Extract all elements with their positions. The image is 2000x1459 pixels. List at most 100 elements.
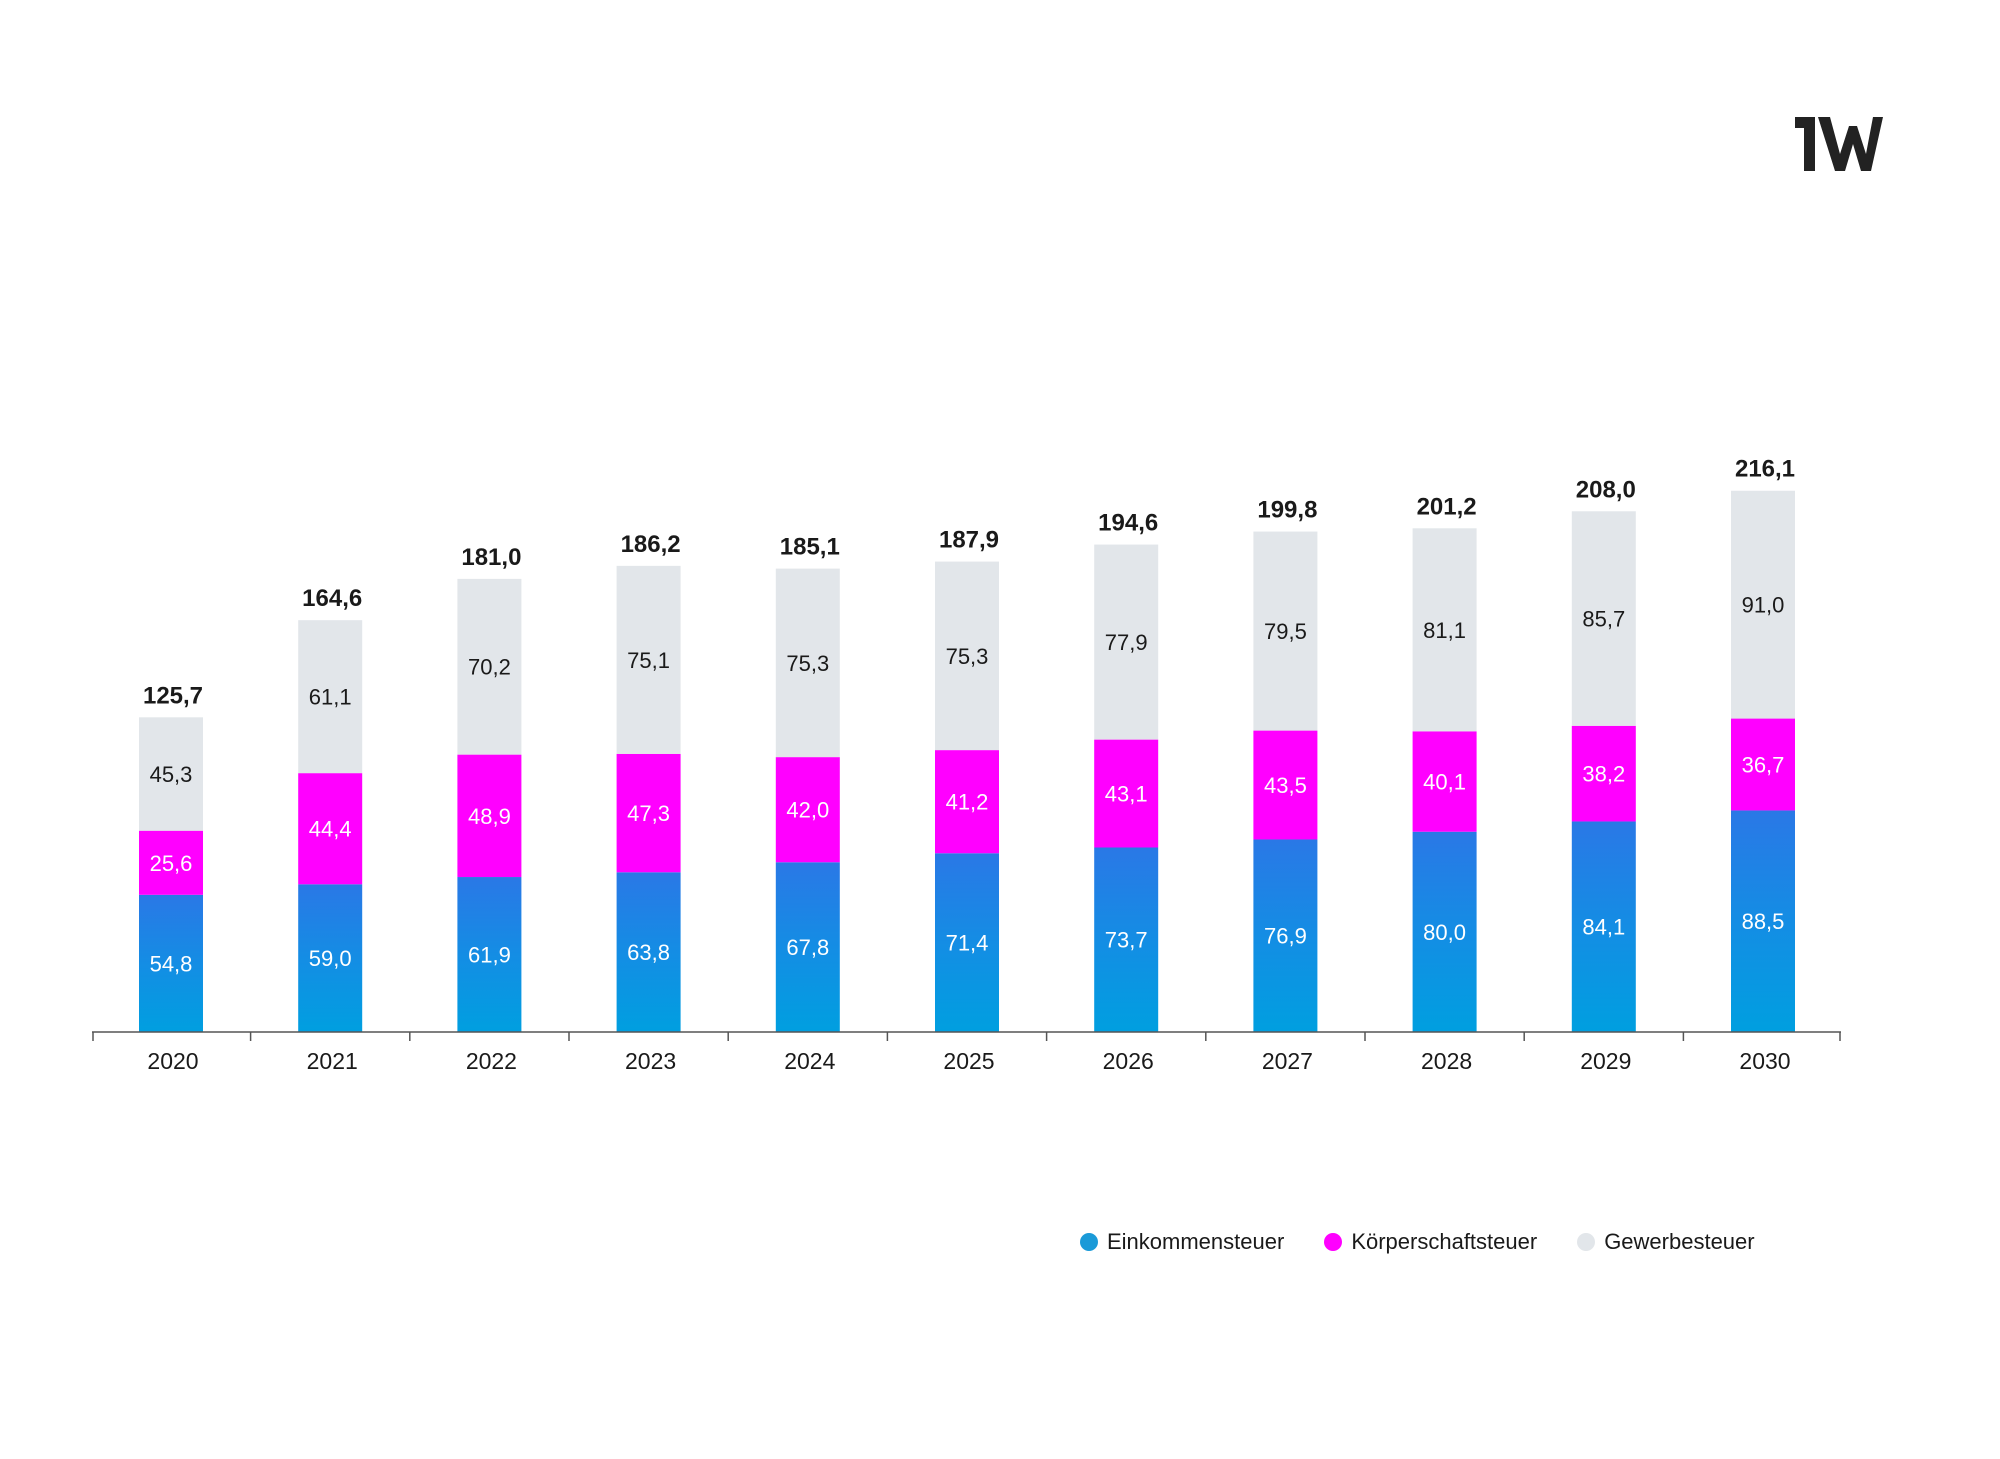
bar-segment-gewerbesteuer bbox=[1412, 528, 1477, 732]
segment-value-label: 70,2 bbox=[468, 655, 511, 680]
segment-value-label: 79,5 bbox=[1264, 619, 1307, 644]
total-value-label: 186,2 bbox=[621, 531, 681, 558]
bar-segment-einkommensteuer bbox=[1412, 831, 1477, 1032]
bar-group-2025: 71,4 41,2 75,3 187,9 bbox=[935, 527, 999, 1032]
bar-segment-einkommensteuer bbox=[1094, 847, 1159, 1032]
segment-value-label: 80,0 bbox=[1423, 920, 1466, 945]
bar-group-2029: 84,1 38,2 85,7 208,0 bbox=[1571, 476, 1636, 1032]
bar-group-2020: 54,8 25,6 45,3 125,7 bbox=[139, 682, 203, 1032]
bar-segment-gewerbesteuer bbox=[457, 578, 522, 755]
x-tick-label: 2026 bbox=[1103, 1048, 1154, 1074]
segment-value-label: 54,8 bbox=[150, 951, 193, 976]
segment-value-label: 43,5 bbox=[1264, 773, 1307, 798]
segment-value-label: 76,9 bbox=[1264, 924, 1307, 949]
segment-value-label: 45,3 bbox=[150, 762, 193, 787]
total-value-label: 216,1 bbox=[1735, 456, 1795, 483]
bar-segment-koerperschaftsteuer bbox=[1253, 730, 1318, 840]
legend-item-koerperschaftsteuer: Körperschaftsteuer bbox=[1324, 1229, 1537, 1255]
bar-segment-gewerbesteuer bbox=[1731, 490, 1795, 719]
iw-logo bbox=[1795, 117, 1883, 171]
bar-segment-einkommensteuer bbox=[139, 894, 203, 1032]
legend-swatch-einkommensteuer bbox=[1080, 1233, 1098, 1251]
bar-segment-einkommensteuer bbox=[1731, 810, 1795, 1032]
bar-segment-einkommensteuer bbox=[775, 862, 840, 1032]
segment-value-label: 81,1 bbox=[1423, 618, 1466, 643]
x-tick-label: 2021 bbox=[307, 1048, 358, 1074]
segment-value-label: 73,7 bbox=[1105, 928, 1148, 953]
segment-value-label: 43,1 bbox=[1105, 782, 1148, 807]
bar-group-2028: 80,0 40,1 81,1 201,2 bbox=[1412, 493, 1477, 1032]
legend-swatch-gewerbesteuer bbox=[1577, 1233, 1596, 1251]
total-value-label: 194,6 bbox=[1098, 510, 1158, 537]
bar-group-2030: 88,5 36,7 91,0 216,1 bbox=[1731, 456, 1795, 1032]
legend-label: Körperschaftsteuer bbox=[1351, 1229, 1538, 1254]
bar-segment-einkommensteuer bbox=[298, 884, 363, 1032]
bar-segment-koerperschaftsteuer bbox=[775, 757, 840, 863]
bar-segment-koerperschaftsteuer bbox=[616, 753, 681, 873]
segment-value-label: 85,7 bbox=[1582, 607, 1625, 632]
bar-segment-einkommensteuer bbox=[616, 872, 681, 1032]
segment-value-label: 59,0 bbox=[309, 946, 352, 971]
bar-segment-gewerbesteuer bbox=[298, 620, 363, 774]
bar-segment-gewerbesteuer bbox=[616, 565, 681, 754]
bar-segment-gewerbesteuer bbox=[139, 717, 203, 831]
legend-swatch-koerperschaftsteuer bbox=[1324, 1233, 1343, 1251]
segment-value-label: 47,3 bbox=[627, 801, 670, 826]
x-tick-label: 2025 bbox=[943, 1048, 994, 1074]
bar-segment-gewerbesteuer bbox=[1094, 544, 1159, 740]
bar-segment-gewerbesteuer bbox=[935, 561, 999, 751]
x-tick-label: 2028 bbox=[1421, 1048, 1472, 1074]
bar-segment-koerperschaftsteuer bbox=[298, 773, 363, 885]
segment-value-label: 67,8 bbox=[786, 935, 829, 960]
bar-segment-einkommensteuer bbox=[1253, 839, 1318, 1032]
legend-label: Einkommensteuer bbox=[1107, 1229, 1285, 1254]
x-tick-label: 2030 bbox=[1739, 1048, 1790, 1074]
bar-group-2024: 67,8 42,0 75,3 185,1 bbox=[775, 534, 840, 1032]
bar-group-2022: 61,9 48,9 70,2 181,0 bbox=[457, 544, 521, 1032]
x-tick-label: 2024 bbox=[784, 1048, 835, 1074]
bar-segment-gewerbesteuer bbox=[1253, 531, 1318, 731]
x-tick-label: 2029 bbox=[1580, 1048, 1631, 1074]
segment-value-label: 84,1 bbox=[1582, 915, 1625, 940]
x-tick-label: 2027 bbox=[1262, 1048, 1313, 1074]
bar-segment-einkommensteuer bbox=[1571, 821, 1636, 1032]
bar-segment-koerperschaftsteuer bbox=[1571, 725, 1636, 822]
legend-item-gewerbesteuer: Gewerbesteuer bbox=[1577, 1229, 1755, 1255]
legend-item-einkommensteuer: Einkommensteuer bbox=[1080, 1229, 1284, 1255]
segment-value-label: 75,1 bbox=[627, 648, 670, 673]
total-value-label: 208,0 bbox=[1576, 476, 1636, 503]
bar-segment-koerperschaftsteuer bbox=[457, 754, 522, 878]
total-value-label: 125,7 bbox=[143, 682, 203, 709]
x-tick-label: 2023 bbox=[625, 1048, 676, 1074]
segment-value-label: 88,5 bbox=[1742, 909, 1785, 934]
segment-value-label: 38,2 bbox=[1582, 762, 1625, 787]
segment-value-label: 41,2 bbox=[946, 790, 989, 815]
x-tick-label: 2022 bbox=[466, 1048, 517, 1074]
segment-value-label: 40,1 bbox=[1423, 770, 1466, 795]
bar-segment-gewerbesteuer bbox=[1571, 511, 1636, 726]
total-value-label: 187,9 bbox=[939, 527, 999, 554]
segment-value-label: 63,8 bbox=[627, 940, 670, 965]
segment-value-label: 36,7 bbox=[1742, 753, 1785, 778]
segment-value-label: 77,9 bbox=[1105, 630, 1148, 655]
segment-value-label: 91,0 bbox=[1742, 593, 1785, 618]
bar-segment-koerperschaftsteuer bbox=[1094, 739, 1159, 848]
segment-value-label: 75,3 bbox=[946, 644, 989, 669]
legend-label: Gewerbesteuer bbox=[1604, 1229, 1755, 1254]
total-value-label: 199,8 bbox=[1257, 497, 1317, 524]
bar-segment-koerperschaftsteuer bbox=[935, 750, 999, 854]
segment-value-label: 71,4 bbox=[946, 931, 989, 956]
segment-value-label: 61,1 bbox=[309, 685, 352, 710]
bar-group-2023: 63,8 47,3 75,1 186,2 bbox=[616, 531, 681, 1032]
bar-group-2026: 73,7 43,1 77,9 194,6 bbox=[1094, 510, 1158, 1032]
bar-segment-koerperschaftsteuer bbox=[1412, 731, 1477, 832]
total-value-label: 185,1 bbox=[780, 534, 840, 561]
legend: Einkommensteuer Körperschaftsteuer Gewer… bbox=[1080, 1229, 1755, 1255]
bar-segment-einkommensteuer bbox=[457, 877, 522, 1032]
segment-value-label: 25,6 bbox=[150, 851, 193, 876]
bar-group-2021: 59,0 44,4 61,1 164,6 bbox=[298, 585, 362, 1032]
total-value-label: 164,6 bbox=[302, 585, 362, 612]
bar-segment-einkommensteuer bbox=[935, 853, 999, 1032]
bar-group-2027: 76,9 43,5 79,5 199,8 bbox=[1253, 497, 1317, 1032]
